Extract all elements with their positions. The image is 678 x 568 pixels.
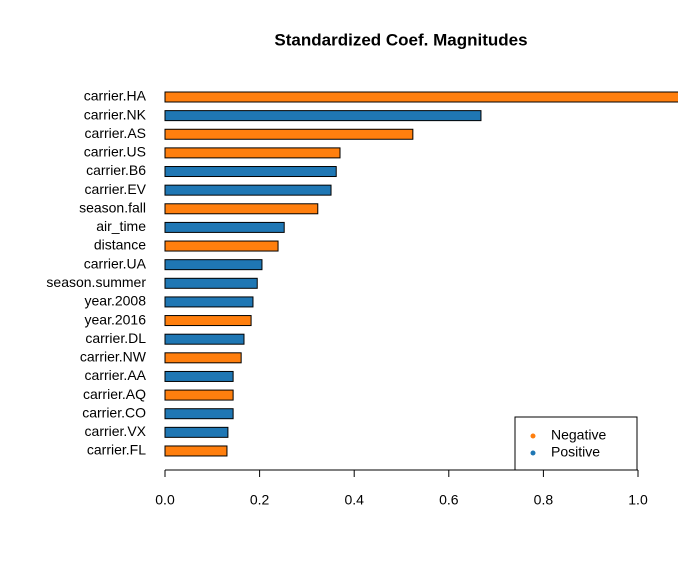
y-tick-label: carrier.AQ xyxy=(83,386,146,402)
bar xyxy=(164,110,482,122)
y-tick-label: carrier.UA xyxy=(84,255,147,271)
legend-marker xyxy=(530,433,536,439)
bar xyxy=(164,203,319,215)
y-tick-label: carrier.B6 xyxy=(86,162,146,178)
y-tick-label: carrier.FL xyxy=(87,442,146,458)
y-tick-label: carrier.US xyxy=(84,144,146,160)
y-tick-label: carrier.NK xyxy=(84,106,147,122)
bar xyxy=(164,296,254,308)
legend-box xyxy=(514,416,638,471)
bar xyxy=(164,91,678,103)
bar xyxy=(164,426,229,438)
x-tick-label: 0.6 xyxy=(439,492,459,508)
bar xyxy=(164,277,258,289)
bar xyxy=(164,408,234,420)
y-tick-label: season.fall xyxy=(79,199,146,215)
bar xyxy=(164,240,279,252)
y-tick-label: carrier.VX xyxy=(85,423,147,439)
y-tick-label: year.2016 xyxy=(85,311,147,327)
y-tick-label: carrier.NW xyxy=(80,349,147,365)
bar xyxy=(164,128,414,140)
y-tick-label: carrier.DL xyxy=(85,330,146,346)
y-tick-label: distance xyxy=(94,237,146,253)
bar xyxy=(164,333,245,345)
legend-label: Positive xyxy=(551,444,600,460)
bar xyxy=(164,389,234,401)
chart-title: Standardized Coef. Magnitudes xyxy=(274,30,527,49)
bar xyxy=(164,259,263,271)
y-tick-label: carrier.HA xyxy=(84,88,147,104)
y-tick-label: air_time xyxy=(96,218,146,234)
bar xyxy=(164,370,234,382)
bar xyxy=(164,147,341,159)
x-tick-label: 0.8 xyxy=(534,492,554,508)
legend-marker xyxy=(530,450,536,456)
y-tick-label: carrier.AS xyxy=(85,125,146,141)
x-tick-label: 0.4 xyxy=(344,492,364,508)
bar xyxy=(164,315,252,327)
legend-label: Negative xyxy=(551,427,606,443)
x-tick-label: 0.2 xyxy=(250,492,270,508)
x-tick-label: 1.0 xyxy=(628,492,648,508)
y-tick-label: year.2008 xyxy=(85,293,147,309)
bar xyxy=(164,221,285,233)
bar xyxy=(164,445,228,457)
y-tick-label: carrier.EV xyxy=(85,181,147,197)
bar xyxy=(164,352,242,364)
y-tick-label: season.summer xyxy=(46,274,146,290)
y-tick-label: carrier.CO xyxy=(82,404,146,420)
bar xyxy=(164,166,337,178)
bar xyxy=(164,184,332,196)
x-tick-label: 0.0 xyxy=(155,492,175,508)
y-tick-label: carrier.AA xyxy=(85,367,147,383)
